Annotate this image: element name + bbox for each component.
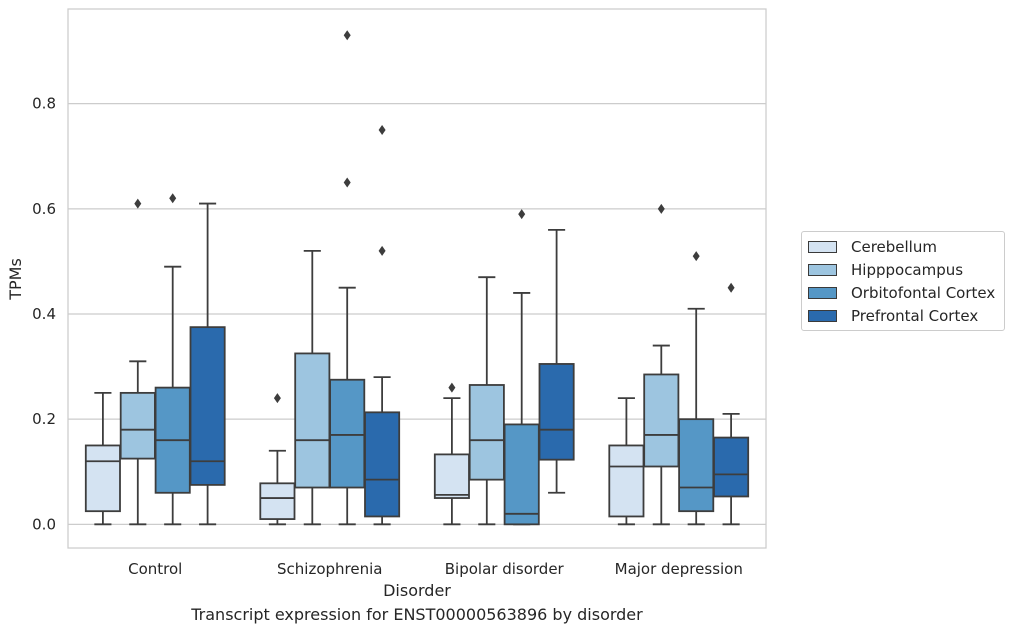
box [608,444,645,518]
box-group [84,391,121,526]
legend-label: Prefrontal Cortex [851,306,979,325]
outlier-point [448,382,456,393]
x-axis-label: Disorder [383,581,451,600]
legend-item: Cerebellum [802,235,1004,258]
box [713,436,750,498]
box [259,482,296,520]
y-tick-label: 0.2 [32,410,56,428]
plot-frame [67,8,767,549]
outlier-point [378,245,386,256]
box-group [154,193,191,526]
legend-item: Hipppocampus [802,258,1004,281]
box [503,423,540,526]
box-group [433,382,470,526]
x-tick-label: Bipolar disorder [445,560,565,578]
legend-swatch [808,240,837,253]
box-group [643,203,680,526]
outlier-point [343,30,351,41]
x-tick-label: Control [128,560,182,578]
legend-swatch [808,263,837,276]
box [329,378,366,489]
box [468,384,505,481]
y-tick-label: 0.4 [32,305,56,323]
legend-label: Hipppocampus [851,260,964,279]
box-group [329,30,366,526]
box-marks [84,30,750,526]
x-tick-labels: Control Schizophrenia Bipolar disorder Majo… [128,560,743,578]
box-group [259,393,296,526]
legend-label: Orbitofontal Cortex [851,283,996,302]
box [643,373,680,468]
box [189,326,226,486]
box-group [678,251,715,526]
outlier-point [657,203,665,214]
box [84,444,121,513]
box-group [294,249,331,526]
box-group [608,397,645,526]
legend-swatch [808,286,837,299]
outlier-point [343,177,351,188]
box [294,352,331,489]
box [119,391,156,460]
y-tick-label: 0.8 [32,95,56,113]
y-tick-label: 0.6 [32,200,56,218]
outlier-point [727,282,735,293]
box [678,418,715,513]
box-group [713,282,750,526]
outlier-point [273,393,281,404]
outlier-point [134,198,142,209]
outlier-point [692,251,700,262]
y-tick-labels: 0.0 0.2 0.4 0.6 0.8 [32,95,56,534]
box [364,411,401,518]
legend-item: Prefrontal Cortex [802,304,1004,327]
x-tick-label: Major depression [615,560,743,578]
box-group [119,198,156,526]
legend: Cerebellum Hipppocampus Orbitofontal Corte… [801,231,1005,331]
box [538,363,575,461]
legend-label: Cerebellum [851,237,937,256]
legend-item: Orbitofontal Cortex [802,281,1004,304]
legend-swatch [808,309,837,322]
box-group [538,228,575,494]
outlier-point [169,193,177,204]
box [433,453,470,499]
outlier-point [378,124,386,135]
box-group [364,124,401,526]
box-group [189,202,226,526]
box-group [468,276,505,526]
outlier-point [518,209,526,220]
y-tick-label: 0.0 [32,515,56,533]
x-tick-label: Schizophrenia [277,560,382,578]
y-axis-label: TPMs [6,258,25,301]
box-group [503,209,540,526]
chart-caption: Transcript expression for ENST0000056389… [191,605,643,624]
